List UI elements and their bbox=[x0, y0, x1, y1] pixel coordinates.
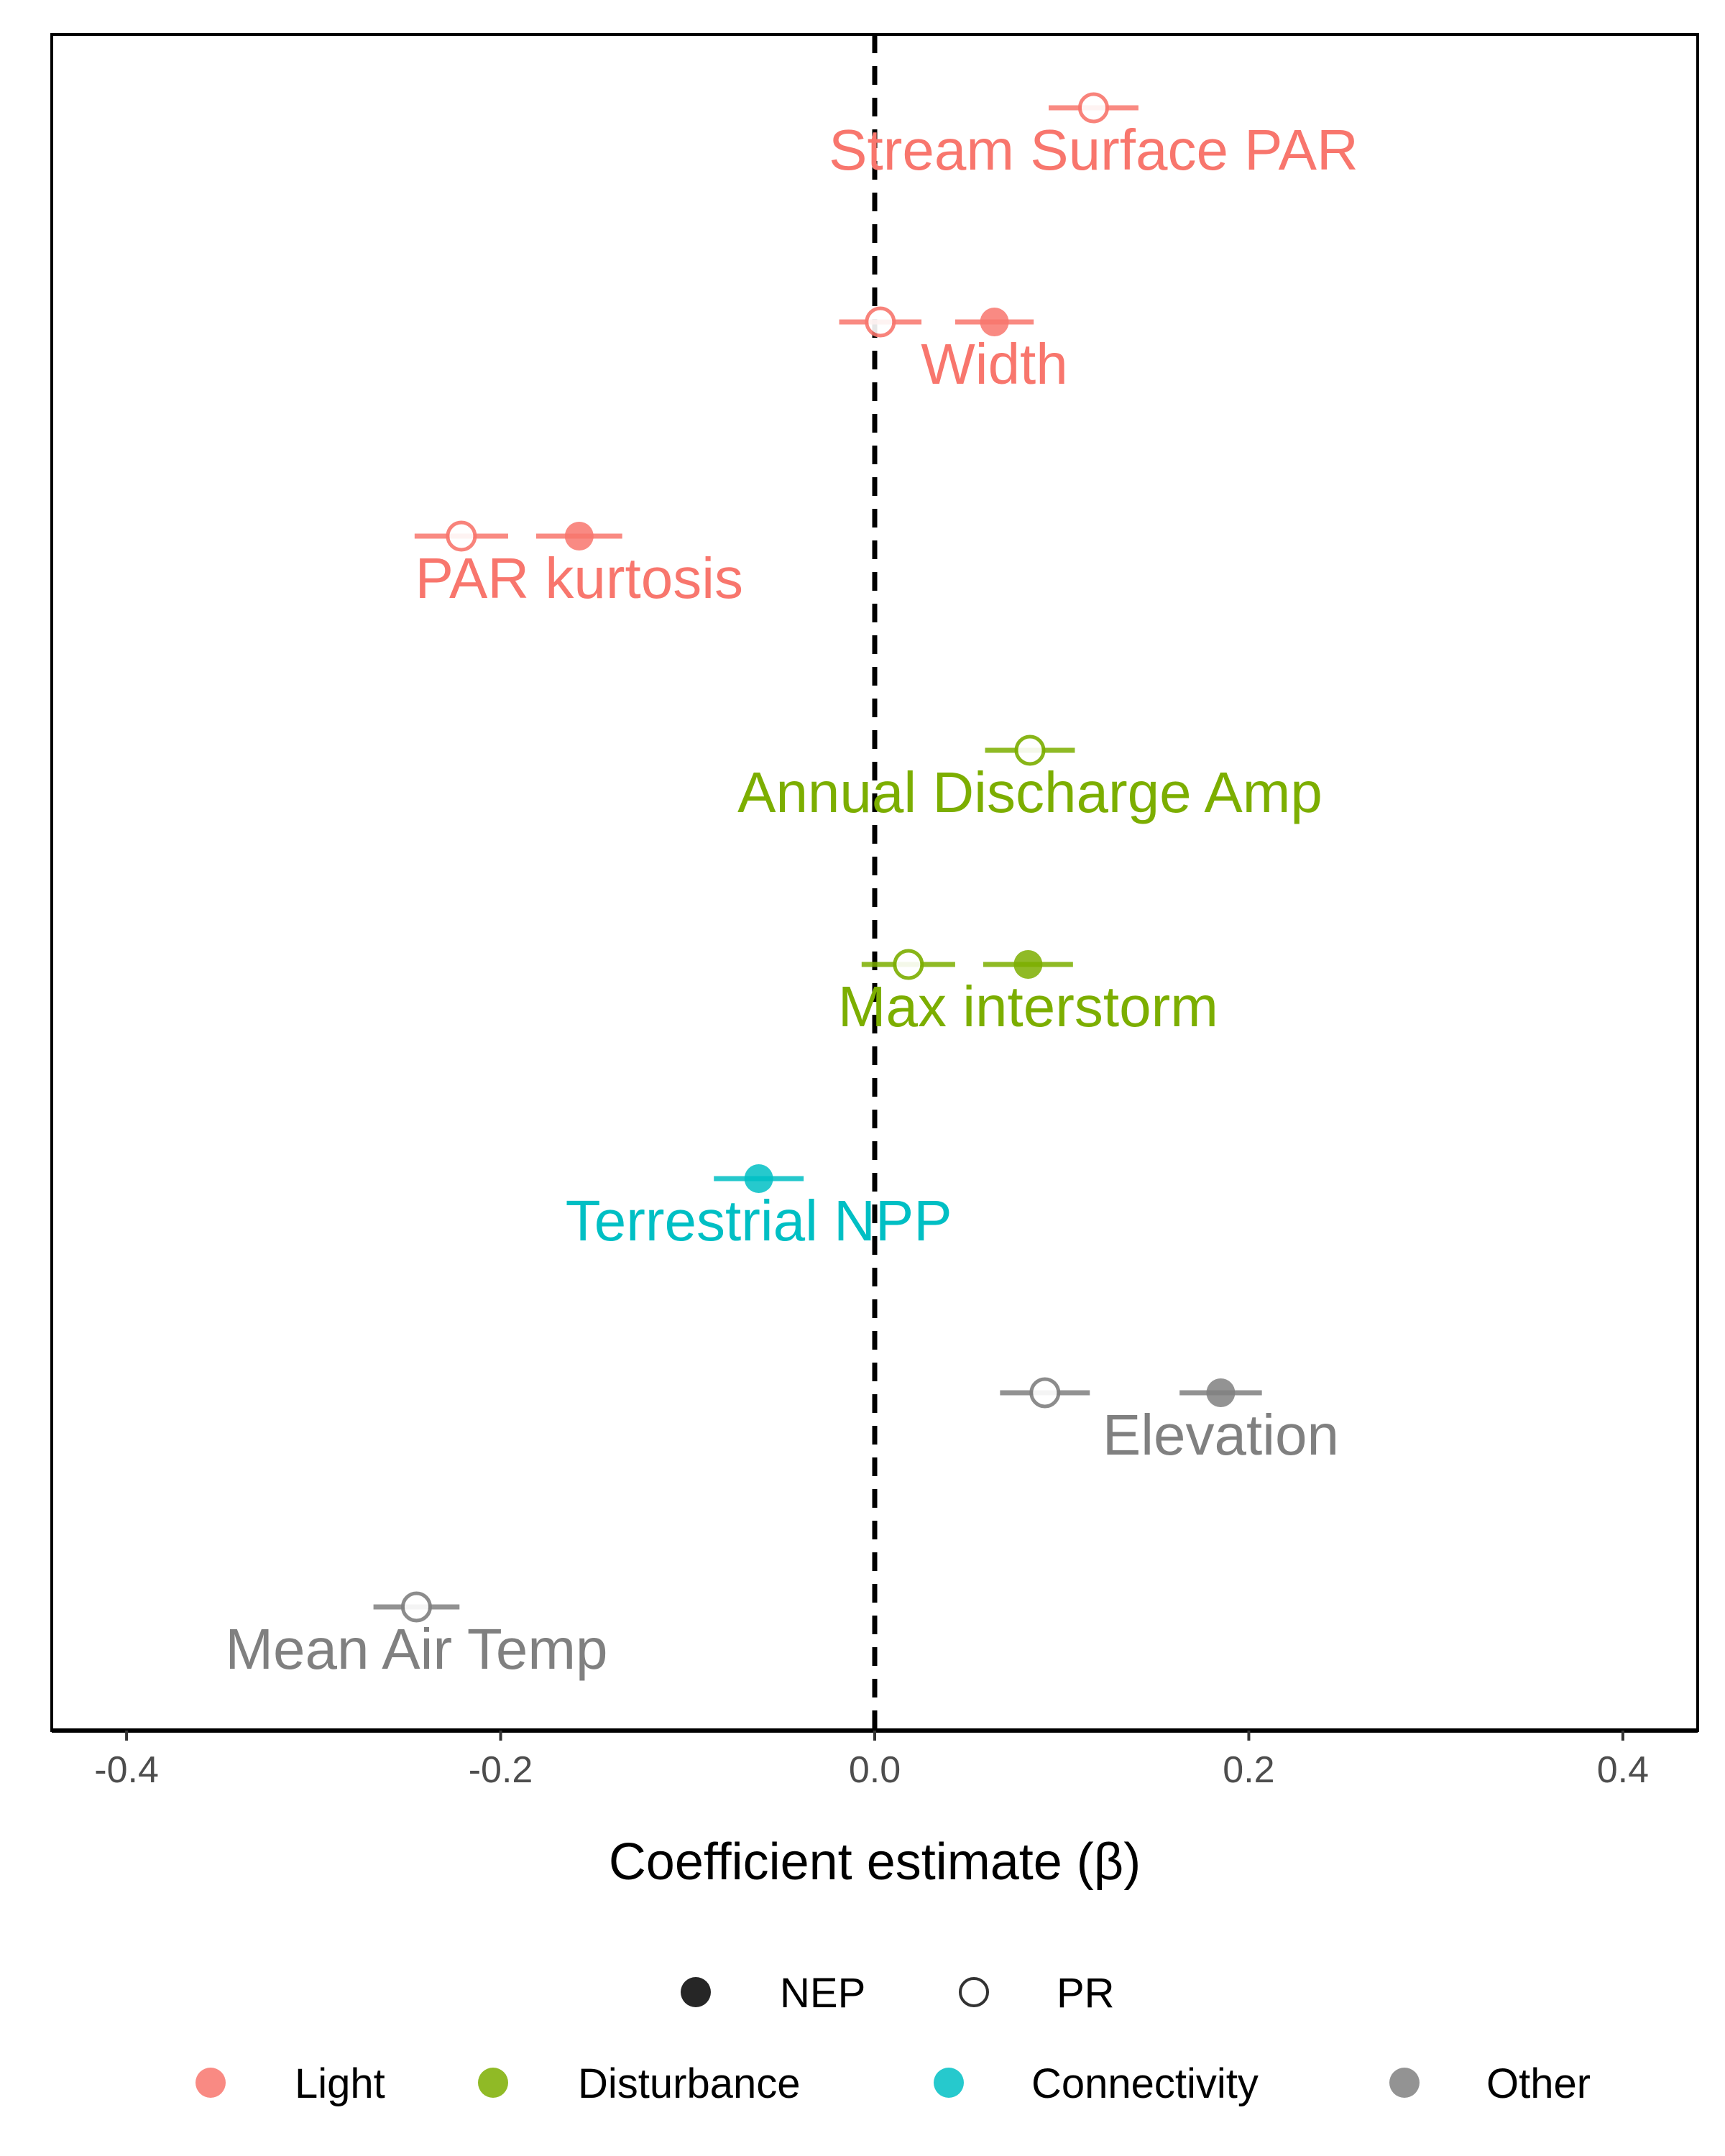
nep-point bbox=[980, 308, 1009, 336]
legend-response-label: NEP bbox=[780, 1970, 865, 2017]
nep-point bbox=[744, 1164, 773, 1193]
variable-label: Annual Discharge Amp bbox=[737, 760, 1322, 824]
nep-point bbox=[1013, 950, 1043, 979]
legend-nep-marker bbox=[681, 1977, 711, 2007]
pr-point bbox=[1014, 734, 1046, 766]
pr-point bbox=[446, 520, 477, 552]
legend-group-label: Disturbance bbox=[578, 2060, 800, 2107]
x-axis-title: Coefficient estimate (β) bbox=[609, 1833, 1141, 1891]
pr-point bbox=[1077, 92, 1109, 124]
x-tick-label: 0.0 bbox=[849, 1749, 901, 1791]
legend-group-label: Light bbox=[295, 2060, 385, 2107]
pr-point bbox=[865, 306, 896, 338]
legend-group-label: Other bbox=[1486, 2060, 1591, 2107]
pr-point bbox=[400, 1591, 432, 1623]
variable-label: Mean Air Temp bbox=[225, 1617, 607, 1681]
variable-label: Stream Surface PAR bbox=[829, 118, 1358, 182]
legend-response-label: PR bbox=[1057, 1970, 1115, 2017]
variable-label: Terrestrial NPP bbox=[566, 1189, 952, 1253]
nep-point bbox=[564, 522, 594, 550]
variable-label: Max interstorm bbox=[838, 975, 1218, 1038]
legend-group-marker bbox=[196, 2068, 226, 2098]
legend-pr-marker bbox=[959, 1977, 989, 2007]
x-tick-label: 0.2 bbox=[1223, 1749, 1274, 1791]
legend-group-marker bbox=[478, 2068, 508, 2098]
x-tick-label: -0.2 bbox=[469, 1749, 533, 1791]
x-tick-label: 0.4 bbox=[1597, 1749, 1649, 1791]
nep-point bbox=[1206, 1378, 1236, 1407]
legend-group-marker bbox=[934, 2068, 964, 2098]
x-tick-label: -0.4 bbox=[94, 1749, 159, 1791]
legend-group-label: Connectivity bbox=[1031, 2060, 1259, 2107]
chart-marks: Stream Surface PAR Width PAR kurtosis Annua… bbox=[225, 34, 1358, 1731]
x-axis: -0.4 -0.2 0.0 0.2 0.4 bbox=[52, 1728, 1698, 1791]
variable-label: Elevation bbox=[1103, 1403, 1339, 1467]
variable-label: PAR kurtosis bbox=[415, 546, 743, 610]
variable-label: Width bbox=[921, 332, 1068, 396]
legend-group-marker bbox=[1389, 2068, 1420, 2098]
legend: NEP PR Light Disturbance Connectivity Other bbox=[196, 1970, 1591, 2107]
pr-point bbox=[893, 949, 924, 980]
pr-point bbox=[1029, 1377, 1061, 1409]
